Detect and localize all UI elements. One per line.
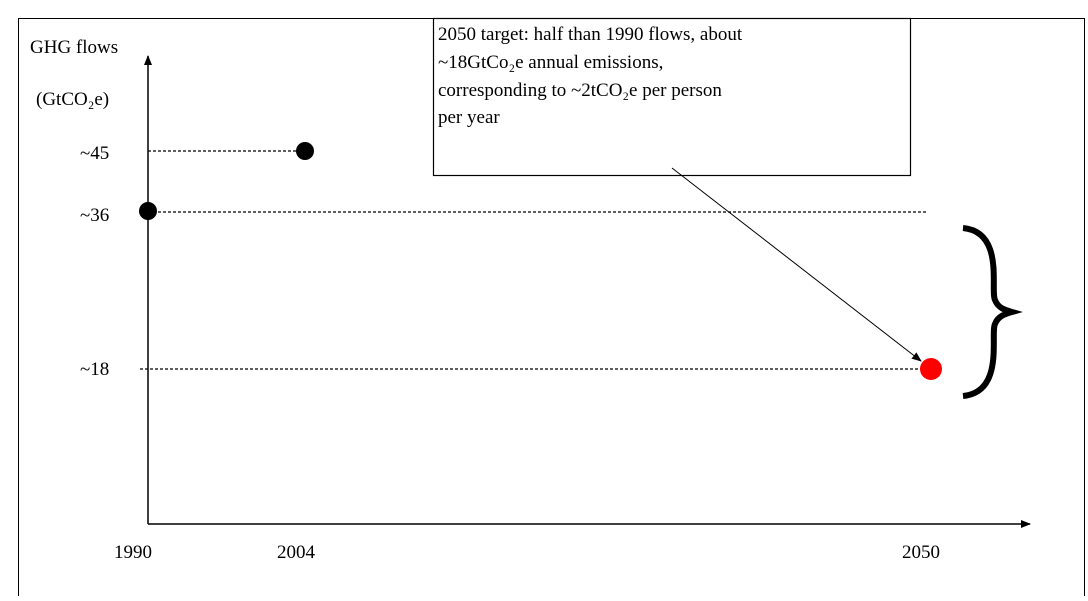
level-label: ~18	[80, 359, 109, 380]
point-1990	[139, 202, 157, 220]
annotation-line: per year	[438, 107, 500, 128]
year-label: 2004	[277, 542, 316, 563]
year-label: 2050	[902, 542, 940, 563]
point-2004	[296, 142, 314, 160]
brace	[962, 225, 1023, 399]
y-axis-unit: (GtCO₂e)	[36, 89, 109, 110]
annotation-arrow	[671, 167, 922, 362]
year-label: 1990	[114, 542, 152, 563]
annotation-line: 2050 target: half than 1990 flows, about	[438, 24, 743, 45]
point-2050	[920, 358, 942, 380]
level-label: ~45	[80, 143, 109, 164]
level-label: ~36	[80, 205, 109, 226]
annotation-box	[432, 17, 912, 177]
annotation-line: ~18GtCo₂e annual emissions,	[438, 52, 663, 73]
y-axis-label: GHG flows	[30, 37, 118, 58]
annotation-line: corresponding to ~2tCO₂e per person	[438, 80, 722, 101]
